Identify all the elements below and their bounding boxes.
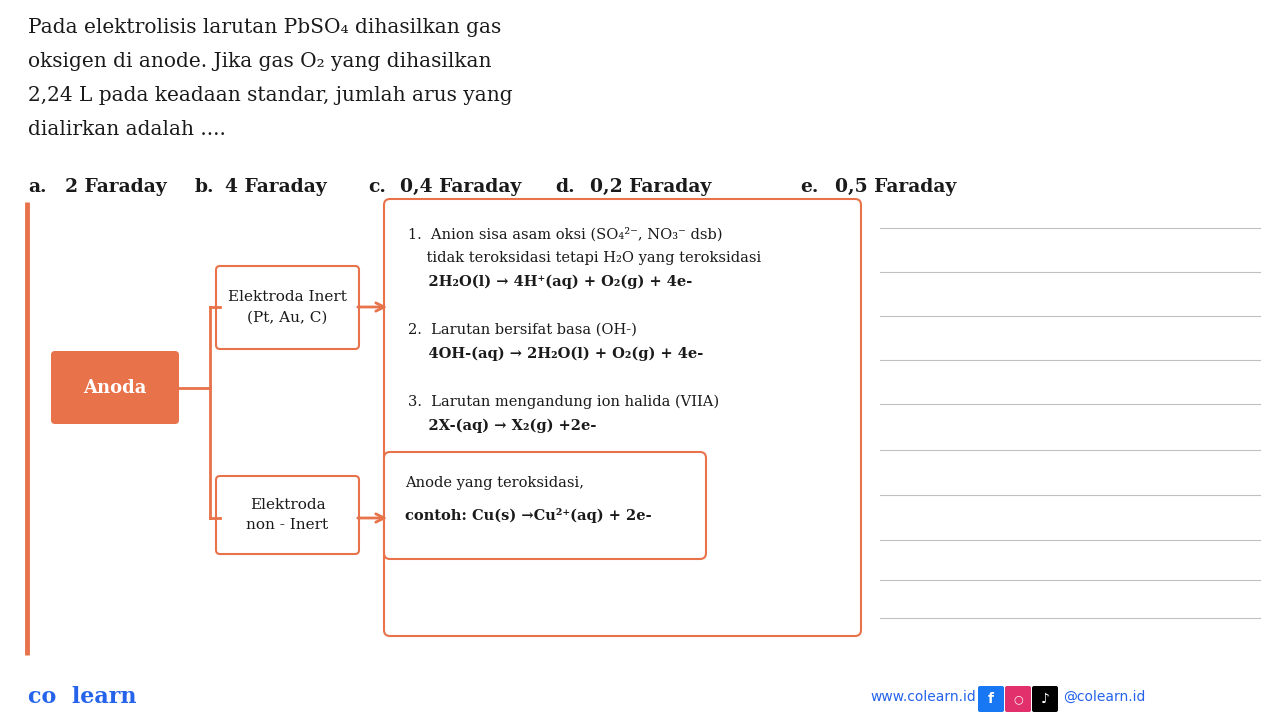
FancyBboxPatch shape <box>51 351 179 424</box>
FancyBboxPatch shape <box>978 686 1004 712</box>
Text: oksigen di anode. Jika gas O₂ yang dihasilkan: oksigen di anode. Jika gas O₂ yang dihas… <box>28 52 492 71</box>
Text: co  learn: co learn <box>28 686 137 708</box>
Text: contoh: Cu(s) →Cu²⁺(aq) + 2e-: contoh: Cu(s) →Cu²⁺(aq) + 2e- <box>404 508 652 523</box>
Text: ♪: ♪ <box>1041 692 1050 706</box>
Text: www.colearn.id: www.colearn.id <box>870 690 975 704</box>
Text: 3.  Larutan mengandung ion halida (VIIA): 3. Larutan mengandung ion halida (VIIA) <box>408 395 719 410</box>
Text: 1.  Anion sisa asam oksi (SO₄²⁻, NO₃⁻ dsb): 1. Anion sisa asam oksi (SO₄²⁻, NO₃⁻ dsb… <box>408 227 722 241</box>
Text: 2X-(aq) → X₂(g) +2e-: 2X-(aq) → X₂(g) +2e- <box>408 419 596 433</box>
Text: 2,24 L pada keadaan standar, jumlah arus yang: 2,24 L pada keadaan standar, jumlah arus… <box>28 86 512 105</box>
Text: f: f <box>988 692 995 706</box>
Text: d.: d. <box>556 178 575 196</box>
Text: Elektroda Inert
(Pt, Au, C): Elektroda Inert (Pt, Au, C) <box>228 290 347 325</box>
Text: e.: e. <box>800 178 818 196</box>
Text: 0,2 Faraday: 0,2 Faraday <box>590 178 712 196</box>
Text: Anode yang teroksidasi,: Anode yang teroksidasi, <box>404 476 584 490</box>
FancyBboxPatch shape <box>384 199 861 636</box>
Text: dialirkan adalah ....: dialirkan adalah .... <box>28 120 225 139</box>
Text: 2.  Larutan bersifat basa (OH-): 2. Larutan bersifat basa (OH-) <box>408 323 637 337</box>
Text: tidak teroksidasi tetapi H₂O yang teroksidasi: tidak teroksidasi tetapi H₂O yang teroks… <box>408 251 762 265</box>
FancyBboxPatch shape <box>216 266 358 349</box>
Text: a.: a. <box>28 178 46 196</box>
Text: b.: b. <box>195 178 215 196</box>
Text: c.: c. <box>369 178 385 196</box>
Text: 4OH-(aq) → 2H₂O(l) + O₂(g) + 4e-: 4OH-(aq) → 2H₂O(l) + O₂(g) + 4e- <box>408 347 703 361</box>
Text: 2H₂O(l) → 4H⁺(aq) + O₂(g) + 4e-: 2H₂O(l) → 4H⁺(aq) + O₂(g) + 4e- <box>408 275 692 289</box>
Text: Anoda: Anoda <box>83 379 147 397</box>
Text: 0,5 Faraday: 0,5 Faraday <box>835 178 956 196</box>
Text: @colearn.id: @colearn.id <box>1062 690 1146 704</box>
Text: 2 Faraday: 2 Faraday <box>65 178 166 196</box>
Text: 0,4 Faraday: 0,4 Faraday <box>399 178 521 196</box>
Text: 4 Faraday: 4 Faraday <box>225 178 326 196</box>
FancyBboxPatch shape <box>384 452 707 559</box>
Text: Elektroda
non - Inert: Elektroda non - Inert <box>247 498 329 532</box>
Text: ○: ○ <box>1014 694 1023 704</box>
FancyBboxPatch shape <box>1032 686 1059 712</box>
Text: Pada elektrolisis larutan PbSO₄ dihasilkan gas: Pada elektrolisis larutan PbSO₄ dihasilk… <box>28 18 502 37</box>
FancyBboxPatch shape <box>216 476 358 554</box>
FancyBboxPatch shape <box>1005 686 1030 712</box>
